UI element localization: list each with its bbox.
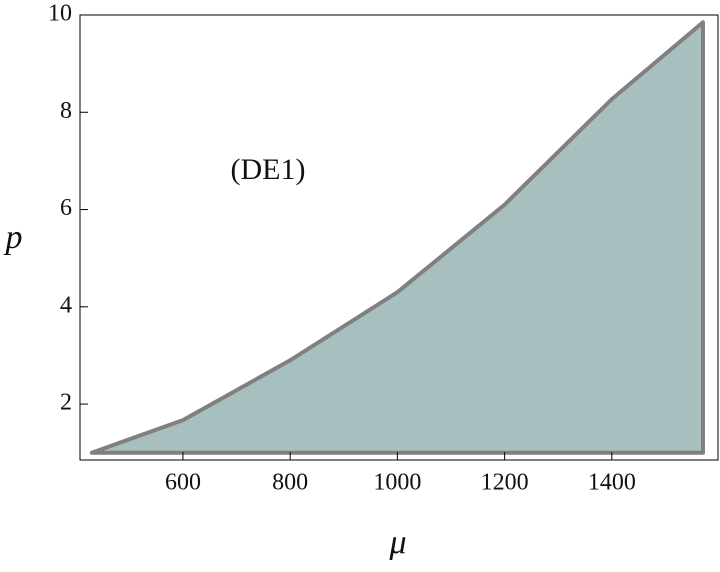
- y-axis-label: p: [4, 219, 23, 256]
- x-tick-label: 800: [272, 470, 308, 496]
- region: [89, 20, 705, 455]
- x-tick-label: 1000: [373, 470, 421, 496]
- x-tick-label: 1200: [481, 470, 529, 496]
- y-tick-label: 2: [60, 390, 72, 416]
- y-tick-label: 10: [48, 1, 72, 27]
- x-axis-label: μ: [388, 524, 406, 561]
- annotation: (DE1): [231, 153, 306, 186]
- x-tick-label: 600: [165, 470, 201, 496]
- y-tick-label: 8: [60, 98, 72, 124]
- plot-frame: [79, 14, 719, 461]
- y-tick-label: 6: [60, 195, 72, 221]
- x-tick-label: 1400: [588, 470, 636, 496]
- y-tick-label: 4: [60, 292, 72, 318]
